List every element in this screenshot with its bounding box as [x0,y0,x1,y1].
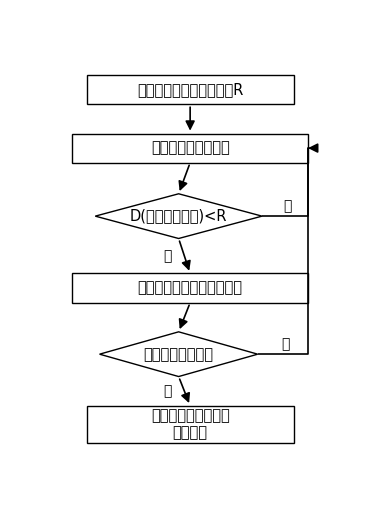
Text: 否: 否 [282,337,290,351]
Polygon shape [99,332,258,377]
Text: 路线包含作用路段: 路线包含作用路段 [144,346,214,362]
Text: D(车与圆心距离)<R: D(车与圆心距离)<R [130,209,227,224]
Text: 匹配半径内公交车行车路线: 匹配半径内公交车行车路线 [138,281,243,295]
Bar [72,133,308,163]
Text: 确定上游交叉口搜索半径R: 确定上游交叉口搜索半径R [137,82,243,97]
Text: 否: 否 [284,199,292,214]
Bar [87,406,294,443]
Polygon shape [95,194,262,238]
Text: 搜索半径内公交车辆: 搜索半径内公交车辆 [151,140,230,156]
Bar [72,274,308,302]
Text: 禁止普通车辆借用公
交专用道: 禁止普通车辆借用公 交专用道 [151,408,230,440]
Text: 是: 是 [163,384,171,398]
Text: 是: 是 [163,249,171,263]
Bar [87,75,294,105]
